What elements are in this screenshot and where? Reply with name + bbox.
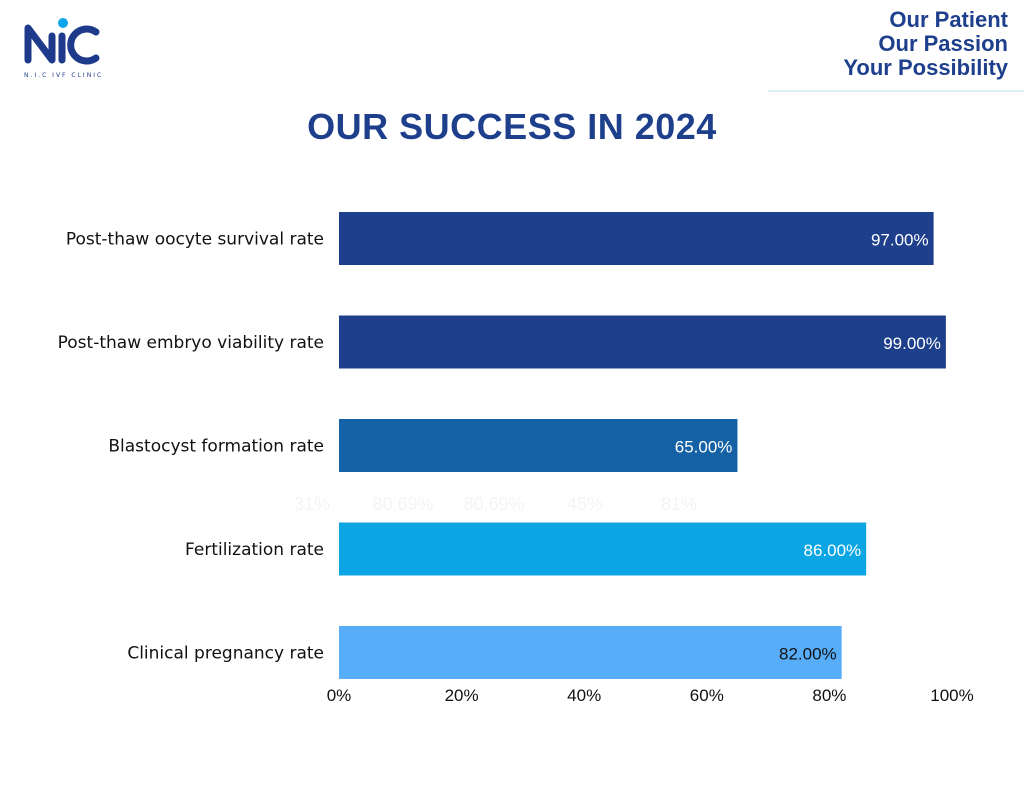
bar [339,315,946,369]
tagline-line-2: Our Passion [878,31,1008,56]
x-tick-label: 60% [690,686,724,705]
tagline-line-1: Our Patient [889,7,1008,32]
bar-value-label: 86.00% [804,541,862,560]
chart-title: OUR SUCCESS IN 2024 [307,106,717,147]
bar [339,212,934,265]
x-tick-label: 20% [445,686,479,705]
bar-value-label: 97.00% [871,231,929,250]
category-label: Clinical pregnancy rate [127,644,324,664]
clinic-logo [22,14,112,84]
bar [339,626,842,679]
bar-value-label: 99.00% [883,334,941,353]
ghost-label: 80.69% [463,494,524,514]
logo-caption: N.I.C IVF CLINIC [24,72,104,79]
x-tick-label: 80% [812,686,846,705]
ghost-label: 45% [567,494,603,514]
tagline-line-3: Your Possibility [843,55,1008,80]
bar-value-label: 82.00% [779,645,837,664]
bar [339,419,738,472]
bar-value-label: 65.00% [675,438,733,457]
category-label: Post-thaw embryo viability rate [58,333,324,353]
bar [339,522,867,576]
category-label: Blastocyst formation rate [108,437,324,457]
ghost-label: 81% [661,494,697,514]
category-label: Post-thaw oocyte survival rate [66,230,324,250]
category-label: Fertilization rate [185,540,324,560]
x-tick-label: 0% [327,686,352,705]
x-tick-label: 100% [930,686,973,705]
tagline: Our Patient Our Passion Your Possibility [843,8,1008,80]
x-tick-label: 40% [567,686,601,705]
ghost-label: 80.69% [372,494,433,514]
header-divider [768,90,1024,92]
ghost-label: 31% [294,494,330,514]
